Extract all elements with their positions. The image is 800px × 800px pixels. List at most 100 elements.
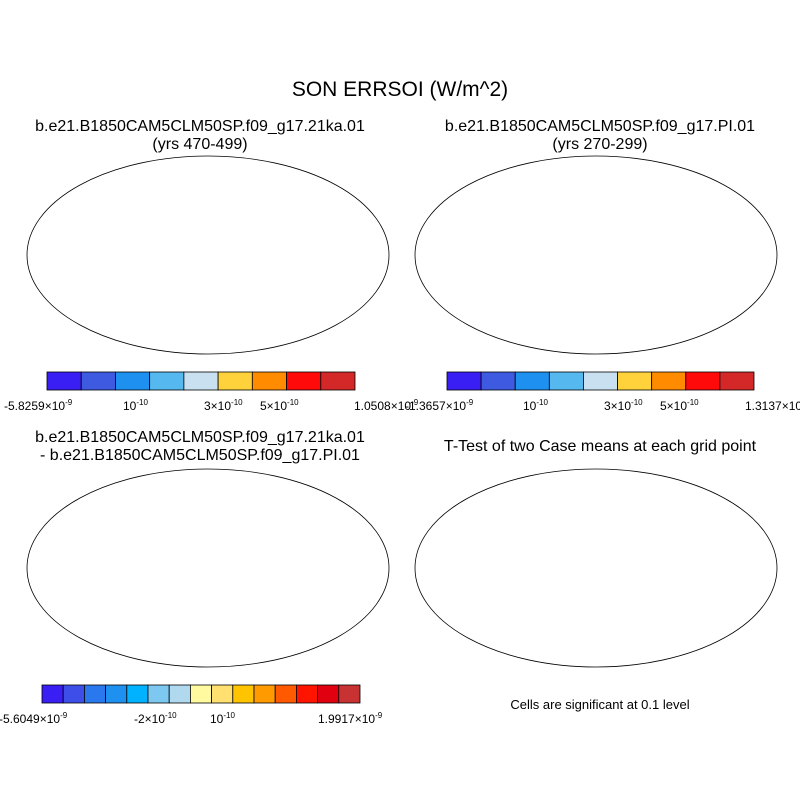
cb3-tick-label-0: -5.6049×10-9 [0,711,67,726]
cb3-tick-exp-3: -9 [375,711,383,720]
cb2-tick-label-1: 10-10 [523,398,548,413]
cb2-swatch-6 [651,371,687,391]
panel2-title-line1: b.e21.B1850CAM5CLM50SP.f09_g17.PI.01 [444,118,756,135]
cb2-tick-base-2: 3×10 [604,399,632,413]
cb2-swatch-4 [583,371,618,391]
cb1-tick-label-0: -5.8259×10-9 [4,398,72,413]
cb2-swatch-7 [685,371,721,391]
cb1-swatch-2 [115,371,151,391]
cb3-tick-base-0: -5.6049×10 [0,712,61,726]
cb3-swatch-5 [147,684,170,704]
cb3-tick-label-3: 1.9917×10-9 [318,711,382,726]
cb2-tick-label-3: 5×10-10 [660,398,699,413]
panel4-antarctica [415,640,777,667]
cb1-swatch-7 [286,371,322,391]
cb3-swatch-8 [211,684,234,704]
map-panel-2 [414,155,778,355]
cb2-tick-exp-2: -10 [631,398,643,407]
panel3-land [36,480,380,654]
cb3-swatch-2 [84,684,107,704]
panel3-map-border [26,468,390,668]
cb3-tick-base-2: 10 [210,712,224,726]
cb2-tick-exp-1: -10 [536,398,548,407]
cb2-tick-base-4: 1.3137×10 [745,399,800,413]
cb1-swatch-4 [183,371,219,391]
cb2-swatch-0 [446,371,482,391]
panel3-blue-anomaly [290,519,310,529]
cb3-tick-label-2: 10-10 [210,711,235,726]
cb3-tick-base-1: -2×10 [134,712,166,726]
cb3-swatch-7 [189,684,212,704]
cb1-tick-exp-2: -10 [231,398,243,407]
cb2-tick-base-0: -1.3657×10 [405,399,467,413]
cb2-tick-exp-3: -10 [687,398,699,407]
panel2-antarctica [415,327,777,354]
cb2-tick-exp-0: -9 [466,398,474,407]
cb3-tick-exp-2: -10 [223,711,235,720]
panel4-map-border [414,468,778,668]
cb1-tick-label-3: 5×10-10 [260,398,299,413]
cb1-tick-base-4: 1.0508×10 [354,399,412,413]
cb3-swatch-9 [232,684,255,704]
cb2-swatch-5 [617,371,653,391]
cb1-tick-label-1: 10-10 [123,398,148,413]
cb2-tick-label-2: 3×10-10 [604,398,643,413]
panel4-land [424,472,768,654]
map-panel-4 [414,468,778,668]
panel3-antarctica [27,640,389,667]
cb3-tick-label-1: -2×10-10 [134,711,177,726]
panel1-warm-regions [36,159,248,215]
panel3-title-line2: - b.e21.B1850CAM5CLM50SP.f09_g17.PI.01 [40,447,360,464]
cb1-tick-exp-0: -9 [65,398,73,407]
cb3-tick-exp-1: -10 [165,711,177,720]
panel1-map-border [26,155,390,355]
panel1-land [36,159,380,341]
cb1-tick-exp-1: -10 [136,398,148,407]
panel4-title-line1: T-Test of two Case means at each grid po… [443,438,757,455]
significance-note: Cells are significant at 0.1 level [510,697,690,712]
cb1-swatch-8 [320,371,356,391]
cb2-swatch-1 [480,371,516,391]
cb1-tick-base-1: 10 [123,399,137,413]
cb3-swatch-3 [105,684,128,704]
panel3-title: b.e21.B1850CAM5CLM50SP.f09_g17.21ka.01 -… [0,429,400,465]
panel1-antarctica [27,327,389,354]
panel2-map-border [414,155,778,355]
cb2-swatch-2 [514,371,550,391]
cb3-tick-exp-0: -9 [60,711,68,720]
panel1-title-line1: b.e21.B1850CAM5CLM50SP.f09_g17.21ka.01 [35,118,365,135]
panel2-land [424,167,768,341]
map-panel-3 [26,468,390,668]
cb2-tick-base-1: 10 [523,399,537,413]
panel3-warm-regions [36,472,248,528]
cb3-swatch-12 [295,684,318,704]
cb1-swatch-6 [251,371,287,391]
cb3-swatch-0 [41,684,64,704]
cb2-tick-label-4: 1.3137×10-9 [745,398,800,413]
cb1-tick-exp-4: -9 [411,398,419,407]
cb1-tick-base-0: -5.8259×10 [4,399,66,413]
cb1-tick-label-2: 3×10-10 [204,398,243,413]
cb2-tick-base-3: 5×10 [660,399,688,413]
map-panel-1 [26,155,390,355]
cb1-tick-base-3: 5×10 [260,399,288,413]
cb1-tick-base-2: 3×10 [204,399,232,413]
cb3-tick-base-3: 1.9917×10 [318,712,376,726]
cb1-tick-label-4: 1.0508×10-9 [354,398,418,413]
colorbar-3 [41,684,361,704]
colorbar-2 [446,371,755,391]
cb1-swatch-3 [149,371,185,391]
cb3-swatch-1 [62,684,85,704]
cb2-tick-label-0: -1.3657×10-9 [405,398,473,413]
cb3-swatch-11 [274,684,297,704]
panel2-greenland [556,159,606,191]
cb2-swatch-3 [548,371,584,391]
panel1-title-line2: (yrs 470-499) [152,136,248,153]
panel2-title-line2: (yrs 270-299) [552,136,648,153]
cb3-swatch-6 [168,684,191,704]
cb3-swatch-4 [126,684,149,704]
panel4-title: T-Test of two Case means at each grid po… [400,438,800,456]
panel3-title-line1: b.e21.B1850CAM5CLM50SP.f09_g17.21ka.01 [35,429,365,446]
colorbar-1 [46,371,356,391]
